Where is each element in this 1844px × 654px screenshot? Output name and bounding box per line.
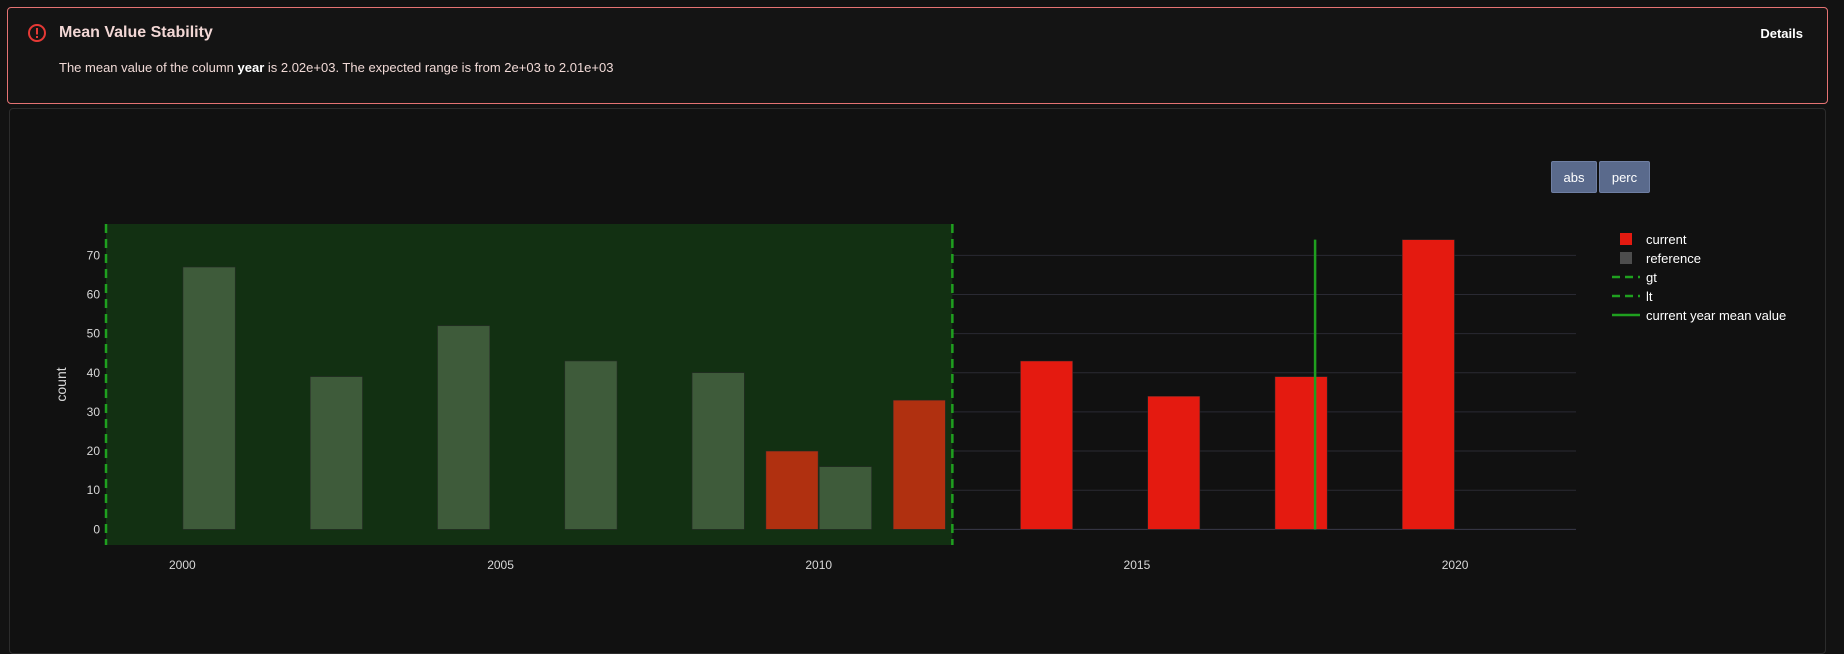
reference-bar-2002: [310, 376, 363, 530]
y-tick-50: 50: [87, 327, 101, 341]
reference-bar-2000: [182, 266, 236, 530]
current-bar-2014: [1020, 360, 1073, 530]
y-tick-10: 10: [87, 483, 101, 497]
y-tick-0: 0: [93, 522, 100, 536]
current-bar-2012: [892, 399, 946, 530]
y-tick-40: 40: [87, 366, 101, 380]
legend-label-reference: reference: [1646, 251, 1701, 266]
legend-label-current: current: [1646, 232, 1687, 247]
mean-value-alert: Mean Value Stability The mean value of t…: [7, 7, 1828, 104]
alert-column-name: year: [237, 60, 265, 75]
x-tick-2005: 2005: [487, 558, 514, 572]
abs-button[interactable]: abs: [1551, 161, 1597, 193]
reference-bar-2006: [564, 360, 618, 530]
y-axis-label: count: [53, 367, 69, 401]
y-tick-20: 20: [87, 444, 101, 458]
x-tick-2020: 2020: [1442, 558, 1469, 572]
alert-message: The mean value of the column year is 2.0…: [59, 60, 613, 75]
y-tick-60: 60: [87, 287, 101, 301]
legend-swatch-current: [1620, 233, 1632, 245]
x-tick-2000: 2000: [169, 558, 196, 572]
alert-message-pre: The mean value of the column: [59, 60, 238, 75]
alert-message-post: is 2.02e+03. The expected range is from …: [264, 60, 614, 75]
legend-label-current-year-mean-value: current year mean value: [1646, 308, 1786, 323]
perc-button[interactable]: perc: [1599, 161, 1650, 193]
exclamation-circle-icon: [28, 24, 46, 42]
details-link[interactable]: Details: [1760, 26, 1803, 41]
alert-title: Mean Value Stability: [59, 24, 213, 41]
legend-swatch-reference: [1620, 252, 1632, 264]
current-bar-2010: [765, 450, 819, 530]
legend-label-lt: lt: [1646, 289, 1653, 304]
y-tick-30: 30: [87, 405, 101, 419]
current-bar-2020: [1402, 239, 1455, 530]
x-tick-2015: 2015: [1124, 558, 1151, 572]
reference-bar-2004: [437, 325, 490, 530]
current-bar-2016: [1147, 395, 1201, 530]
x-tick-2010: 2010: [805, 558, 832, 572]
y-tick-70: 70: [87, 248, 101, 262]
reference-bar-2010: [819, 466, 872, 530]
reference-bar-2008: [691, 372, 745, 530]
legend-label-gt: gt: [1646, 270, 1657, 285]
current-bar-2018: [1274, 376, 1328, 530]
